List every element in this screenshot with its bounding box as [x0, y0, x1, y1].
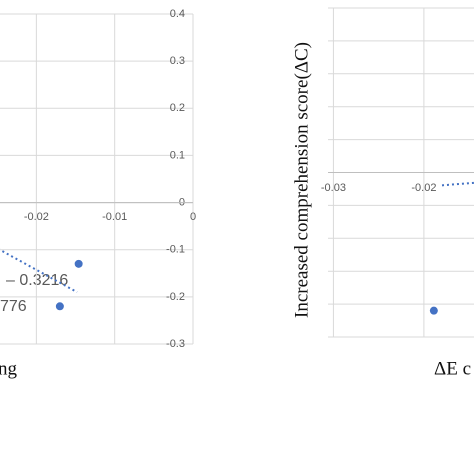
trendline: [0, 248, 78, 294]
y-tick-label: -0.1: [166, 244, 185, 256]
x-tick-label: -0.02: [411, 182, 436, 194]
equation-annotation: – 0.3216: [6, 272, 68, 289]
y-tick-label: 0.1: [170, 149, 185, 161]
x-axis-label: ng: [0, 358, 18, 379]
data-point: [74, 259, 83, 268]
y-tick-label: 0.4: [170, 8, 185, 20]
x-tick-label: -0.03: [321, 182, 346, 194]
y-axis-label: Increased comprehension score(ΔC): [291, 42, 312, 318]
y-tick-label: -0.3: [166, 338, 185, 350]
y-tick-label: 0.2: [170, 102, 185, 114]
x-tick-label: -0.01: [102, 211, 127, 223]
trendline: [441, 181, 474, 187]
data-point: [55, 302, 64, 311]
data-point: [429, 306, 438, 315]
x-axis-label: ΔE c: [434, 358, 471, 379]
y-tick-label: -0.2: [166, 291, 185, 303]
x-tick-label: 0: [190, 211, 196, 223]
y-tick-label: 0.3: [170, 55, 185, 67]
x-tick-label: -0.02: [24, 211, 49, 223]
r-squared-annotation: 776: [0, 298, 27, 315]
